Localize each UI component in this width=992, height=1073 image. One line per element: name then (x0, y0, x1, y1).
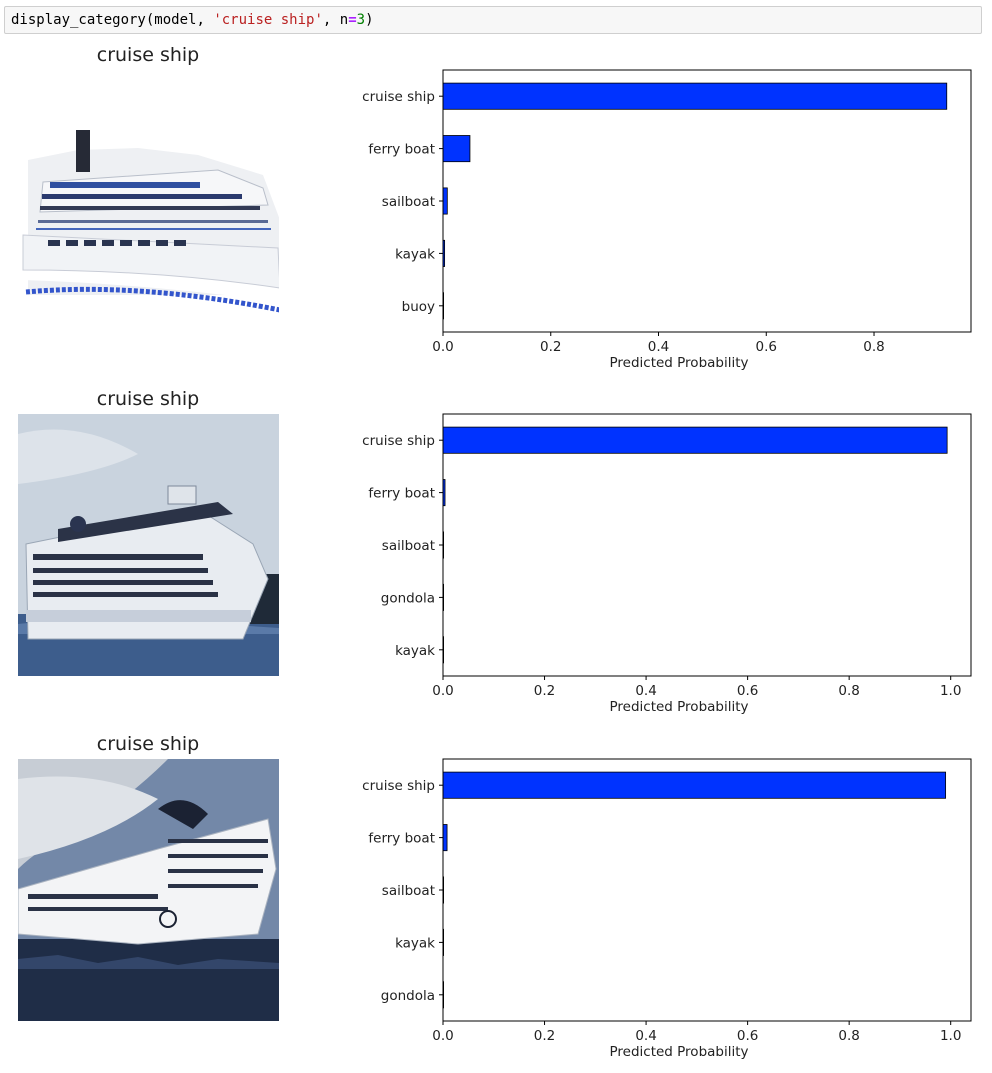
bar-cruise-ship (442, 771, 947, 799)
y-tick-label: kayak (395, 935, 435, 951)
x-tick-label: 0.8 (838, 1028, 859, 1044)
x-axis-label: Predicted Probability (609, 699, 748, 715)
bar-ferry-boat (442, 135, 471, 163)
result-panel-2: cruise ship cruise ship ferry boat sailboa… (0, 388, 992, 728)
cruise-ship-image-2 (18, 414, 279, 676)
y-tick-label: sailboat (382, 883, 435, 899)
x-tick-label: 0.0 (432, 683, 453, 699)
result-panel-1: cruise ship cruise ship ferry boat sailboa… (0, 44, 992, 384)
image-title: cruise ship (96, 44, 200, 66)
cruise-ship-image-3 (18, 759, 279, 1021)
x-tick-label: 0.2 (534, 683, 555, 699)
y-tick-label: cruise ship (362, 433, 435, 449)
y-tick-label: ferry boat (368, 486, 435, 502)
y-tick-label: cruise ship (362, 778, 435, 794)
image-title: cruise ship (96, 388, 200, 410)
x-tick-label: 0.0 (432, 339, 453, 355)
x-tick-label: 1.0 (940, 1028, 961, 1044)
x-tick-label: 0.6 (737, 683, 758, 699)
code-arg-n-key: n (339, 12, 349, 28)
y-tick-label: ferry boat (368, 831, 435, 847)
y-tick-label: kayak (395, 246, 435, 262)
x-tick-label: 0.6 (737, 1028, 758, 1044)
code-arg-category: 'cruise ship' (213, 12, 323, 28)
x-tick-label: 0.8 (863, 339, 884, 355)
code-cell[interactable]: display_category(model, 'cruise ship', n… (4, 6, 982, 34)
bar-sailboat (442, 187, 448, 215)
image-title: cruise ship (96, 733, 200, 755)
x-tick-label: 0.4 (635, 683, 656, 699)
probability-chart-1: cruise ship ferry boat sailboat kayak buoy 0.… (362, 69, 972, 371)
y-tick-label: buoy (402, 299, 435, 315)
x-axis-label: Predicted Probability (609, 1044, 748, 1060)
x-tick-label: 0.4 (635, 1028, 656, 1044)
x-tick-label: 0.8 (838, 683, 859, 699)
y-tick-label: sailboat (382, 194, 435, 210)
cruise-ship-image-1 (18, 70, 279, 332)
x-tick-label: 0.2 (534, 1028, 555, 1044)
code-arg-model: model (154, 12, 197, 28)
y-tick-label: cruise ship (362, 89, 435, 105)
y-tick-label: gondola (381, 988, 435, 1004)
x-tick-label: 0.6 (756, 339, 777, 355)
y-tick-label: gondola (381, 590, 435, 606)
code-arg-n-val: 3 (356, 12, 366, 28)
result-panel-3: cruise ship cruise ship ferry boat sailboa… (0, 733, 992, 1073)
y-tick-label: sailboat (382, 538, 435, 554)
x-tick-label: 0.4 (648, 339, 669, 355)
x-tick-label: 0.2 (540, 339, 561, 355)
probability-chart-2: cruise ship ferry boat sailboat gondola kaya… (362, 413, 972, 715)
y-tick-label: ferry boat (368, 142, 435, 158)
x-axis-label: Predicted Probability (609, 355, 748, 371)
y-tick-label: kayak (395, 643, 435, 659)
x-tick-label: 0.0 (432, 1028, 453, 1044)
bar-ferry-boat (442, 824, 448, 852)
x-tick-label: 1.0 (940, 683, 961, 699)
code-func: display_category (11, 12, 146, 28)
probability-chart-3: cruise ship ferry boat sailboat kayak gondol… (362, 758, 972, 1060)
bar-cruise-ship (442, 426, 948, 454)
bar-cruise-ship (442, 82, 948, 110)
